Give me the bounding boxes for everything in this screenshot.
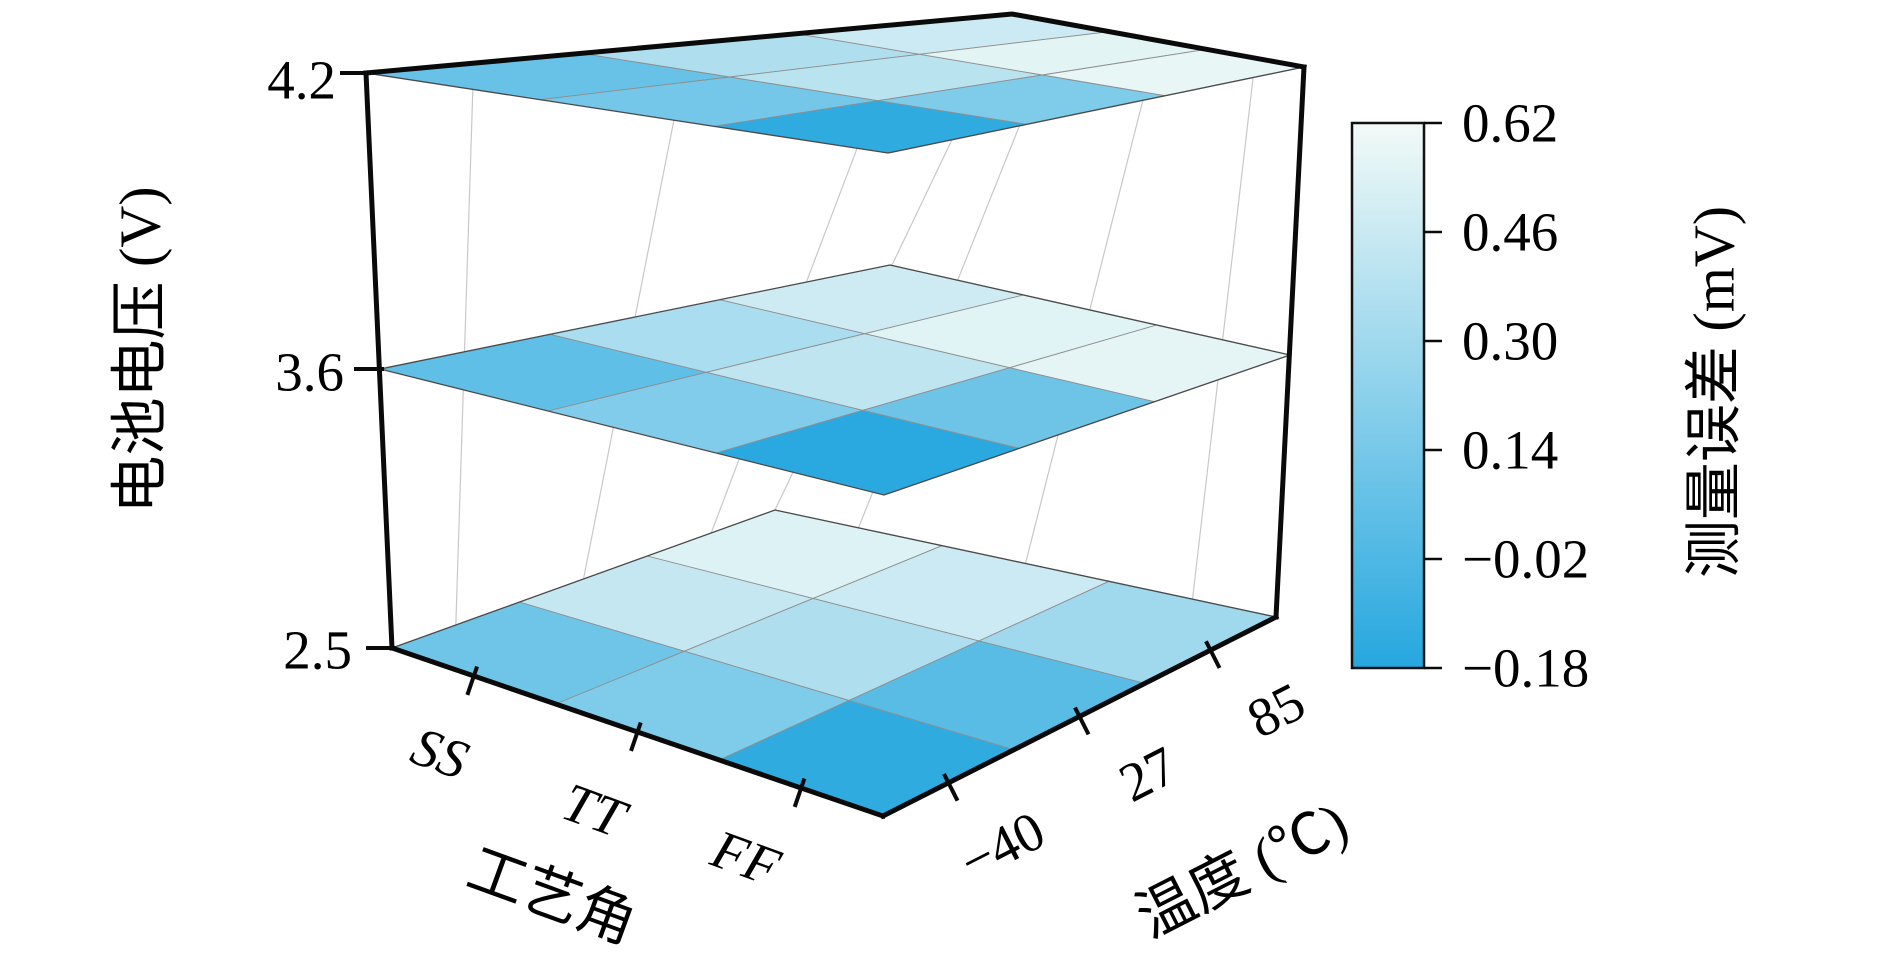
box-right-edge [1273,64,1307,620]
y-tick-85: 85 [1238,670,1315,749]
colorbar-tick-0.30: 0.30 [1462,311,1558,372]
colorbar-gradient [1350,121,1426,670]
z-axis-label: 电池电压 (V) [108,186,173,513]
x-axis-label: 工艺角 [459,836,645,957]
colorbar-tick-0.46: 0.46 [1462,202,1558,263]
y-tick-mark [942,773,960,802]
z-tick-bottom: 2.5 [283,620,352,681]
layer-3.6V [379,264,1293,496]
layer-4.2V [365,13,1305,154]
x-tick-ff: FF [703,818,789,899]
colorbar-tick-0.14: 0.14 [1462,420,1558,481]
colorbar-tick-m0.02: −0.02 [1462,529,1589,590]
y-tick-27: 27 [1110,734,1187,813]
tick-marks [340,71,1222,808]
z-axis-edge [363,70,395,651]
x-tick-ss: SS [404,715,477,791]
x-tick-mark [629,721,643,752]
wall-gridline-left [455,63,475,626]
wall-gridline-left [582,43,690,580]
z-tick-top: 4.2 [267,50,336,111]
heatmap-layers [365,13,1305,817]
colorbar-label: 测量误差 (mV) [1682,206,1747,578]
y-tick-m40: −40 [950,799,1054,892]
y-tick-mark [1073,706,1091,736]
box-top-edges [363,11,1307,76]
wall-gridline-right [1024,40,1159,564]
y-tick-mark [1204,640,1222,669]
y-axis-label: 温度 (℃) [1126,789,1358,950]
x-tick-mark [465,665,479,696]
x-tick-mark [792,777,807,808]
layer-2.5V [390,509,1278,817]
colorbar-tick-marks [1424,121,1442,670]
colorbar-tick-m0.18: −0.18 [1462,638,1589,699]
z-tick-middle: 3.6 [275,342,344,403]
wall-gridline-right [1191,58,1256,600]
x-tick-tt: TT [555,771,637,850]
colorbar-tick-0.62: 0.62 [1462,93,1558,154]
